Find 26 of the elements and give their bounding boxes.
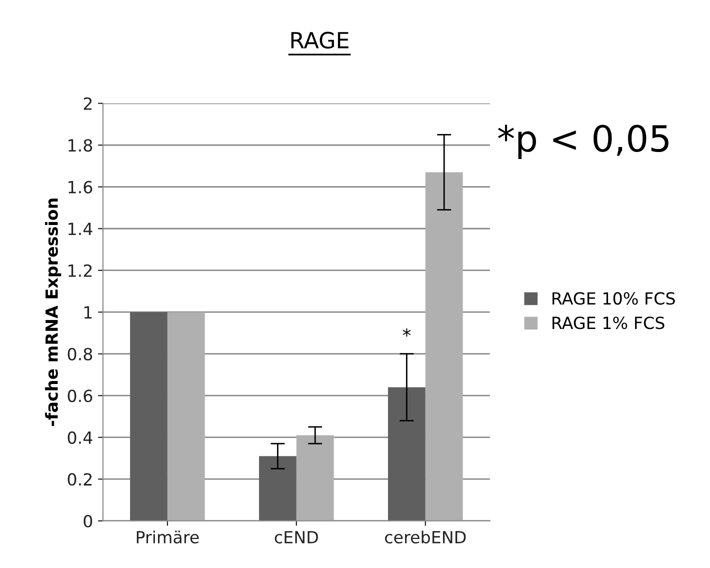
bar [167,312,205,521]
legend-label: RAGE 1% FCS [552,316,664,330]
y-tick-label: 0 [84,514,92,528]
chart-title: RAGE [291,32,348,49]
y-tick-label: 0.6 [68,390,92,402]
bar [388,387,426,521]
y-tick-label: 1.2 [68,264,92,277]
y-tick-label: 0.8 [68,348,92,360]
bar [425,172,463,521]
y-tick-label: 1.8 [68,139,92,152]
x-tick-label: cEND [274,531,318,544]
y-axis-title: -fache mRNA Expression [45,198,62,426]
y-tick-label: 2 [84,97,92,110]
text: *p < 0,05 [498,124,668,160]
x-tick-label: Primäre [136,530,199,544]
y-tick-label: 0.2 [68,473,92,486]
y-tick-label: 1 [84,306,92,318]
y-tick-label: 1.6 [68,180,92,194]
legend-label: RAGE 10% FCS [552,292,675,305]
bar [130,312,168,521]
bar [259,456,296,521]
annotation: * [402,328,411,337]
y-tick-label: 1.4 [68,222,92,235]
y-tick-label: 0.4 [68,431,92,444]
bar [296,435,334,521]
x-tick-label: cerebEND [385,530,466,544]
